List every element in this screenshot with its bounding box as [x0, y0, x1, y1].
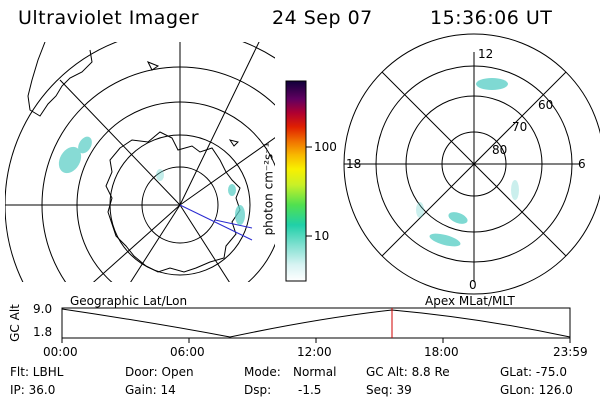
ip-info: IP: 36.0	[10, 383, 56, 397]
island	[228, 139, 239, 147]
mlt-label-12: 12	[478, 47, 494, 61]
lon-line	[179, 42, 260, 206]
mlt-label-18: 18	[346, 157, 362, 171]
colorbar-tick-label: 100	[314, 140, 337, 154]
dsp-value: -1.5	[298, 383, 322, 397]
aurora-left	[58, 136, 245, 225]
lon-line	[130, 204, 181, 282]
aurora-right	[416, 78, 519, 247]
lon-line	[179, 204, 230, 282]
altitude-plot	[61, 307, 571, 343]
geographic-label: Geographic Lat/Lon	[70, 294, 188, 308]
time-tick: 06:00	[170, 345, 205, 359]
glon-info: GLon: 126.0	[500, 383, 573, 397]
gain-info: Gain: 14	[125, 383, 176, 397]
geographic-map	[5, 42, 275, 282]
island	[146, 61, 160, 71]
mlat-label-70: 70	[512, 120, 528, 134]
time-tick: 18:00	[424, 345, 459, 359]
lon-line	[59, 79, 181, 206]
mlt-line	[381, 71, 567, 257]
glat-info: GLat: -75.0	[500, 365, 567, 379]
instrument-title: Ultraviolet Imager	[18, 7, 200, 29]
mlt-label-0: 0	[469, 278, 477, 292]
time-tick: 00:00	[43, 345, 78, 359]
mode-value: Normal	[293, 365, 337, 379]
altitude-curve	[61, 308, 571, 338]
orbit-track	[214, 219, 253, 229]
time-tick: 12:00	[297, 345, 332, 359]
orbit-track	[179, 204, 253, 241]
time-tick: 23:59	[553, 345, 588, 359]
filter-info: Flt: LBHL	[10, 365, 64, 379]
antarctica-coast	[105, 131, 241, 273]
mlt-label-6: 6	[578, 157, 586, 171]
altitude-ytick: 9.0	[33, 302, 53, 316]
door-info: Door: Open	[125, 365, 194, 379]
mlt-polar-plot	[343, 33, 600, 295]
time-label: 15:36:06 UT	[430, 7, 553, 29]
mode-label: Mode:	[244, 365, 281, 379]
seq-info: Seq: 39	[366, 383, 412, 397]
date-label: 24 Sep 07	[272, 7, 373, 29]
dsp-label: Dsp:	[244, 383, 272, 397]
altitude-ytick: 1.8	[33, 325, 53, 339]
colorbar-unit-label: photon cm⁻²s⁻¹	[261, 142, 276, 236]
altitude-ylabel: GC Alt	[7, 304, 22, 342]
lon-line	[93, 204, 181, 282]
colorbar	[285, 80, 307, 282]
mlat-label-80: 80	[492, 143, 508, 157]
gc-alt-info: GC Alt: 8.8 Re	[366, 365, 450, 379]
lon-line	[179, 137, 275, 206]
colorbar-tick-label: 10	[314, 229, 330, 243]
mlat-label-60: 60	[538, 98, 554, 112]
apex-label: Apex MLat/MLT	[425, 294, 515, 308]
south-america-coast	[27, 42, 93, 117]
